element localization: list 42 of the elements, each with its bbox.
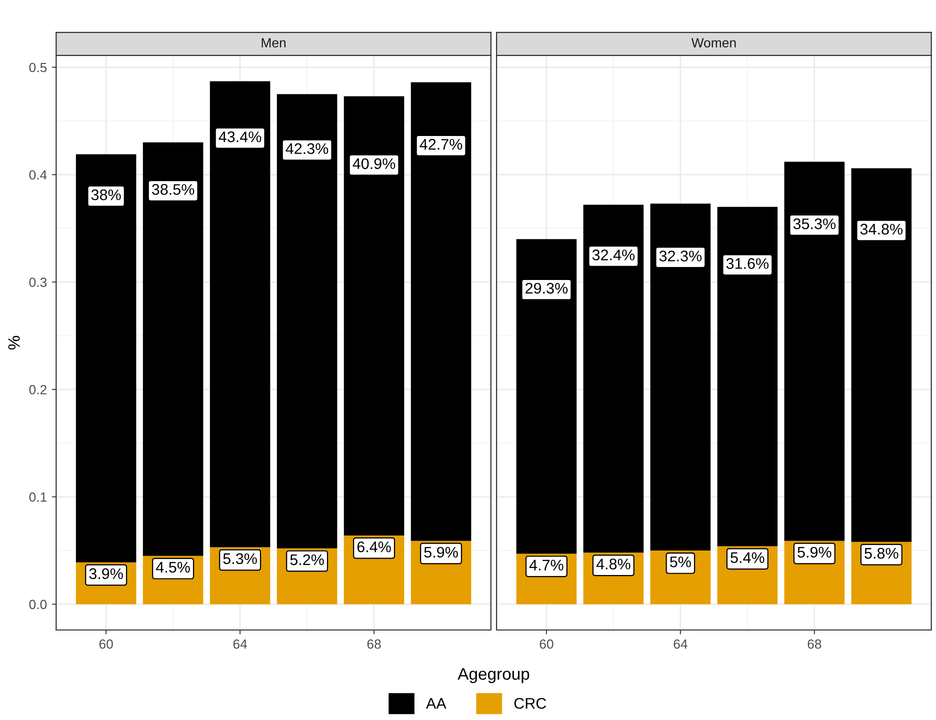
x-tick-label: 60	[540, 639, 554, 649]
y-tick-label: 0.3	[29, 278, 47, 287]
data-label: 5.2%	[290, 554, 324, 566]
data-label: 5.9%	[424, 546, 458, 558]
y-tick-label: 0.0	[29, 600, 47, 610]
data-label: 43.4%	[218, 131, 262, 142]
data-label: 5.3%	[223, 553, 257, 564]
y-tick-label: 0.2	[29, 385, 46, 394]
data-label: 31.6%	[726, 258, 769, 269]
data-label: 5%	[670, 556, 691, 568]
data-label: 3.9%	[89, 568, 123, 580]
x-tick-label: 64	[674, 639, 688, 649]
chart-title: Women	[691, 38, 736, 48]
data-label: 38.5%	[152, 184, 194, 195]
legend-label: CRC	[514, 698, 546, 709]
data-label: 4.5%	[156, 562, 190, 573]
data-label: 35.3%	[793, 218, 836, 230]
y-tick-label: 0.1	[29, 492, 46, 502]
data-label: 5.8%	[864, 548, 898, 559]
data-label: 5.4%	[730, 552, 764, 564]
y-axis-title: %	[8, 336, 20, 350]
data-label: 5.9%	[798, 546, 832, 558]
x-tick-label: 68	[808, 639, 822, 649]
data-label: 32.3%	[659, 250, 702, 262]
data-label: 40.9%	[352, 158, 396, 170]
x-tick-label: 60	[99, 639, 113, 649]
data-label: 4.7%	[529, 560, 564, 570]
data-label: 4.8%	[596, 558, 630, 570]
data-label: 29.3%	[526, 282, 568, 294]
chart-title: Men	[262, 38, 286, 48]
data-label: 42.3%	[286, 143, 328, 154]
data-label: 42.7%	[420, 138, 462, 150]
data-label: 32.4%	[592, 250, 635, 260]
data-label: 38%	[91, 189, 121, 200]
data-label: 6.4%	[357, 541, 391, 552]
y-tick-label: 0.4	[29, 170, 47, 180]
y-tick-label: 0.5	[29, 62, 47, 72]
legend-label: AA	[426, 698, 446, 709]
data-label: 34.8%	[860, 224, 903, 235]
x-tick-label: 64	[233, 639, 248, 649]
x-axis-title: Agegroup	[458, 668, 530, 684]
x-tick-label: 68	[367, 639, 381, 649]
